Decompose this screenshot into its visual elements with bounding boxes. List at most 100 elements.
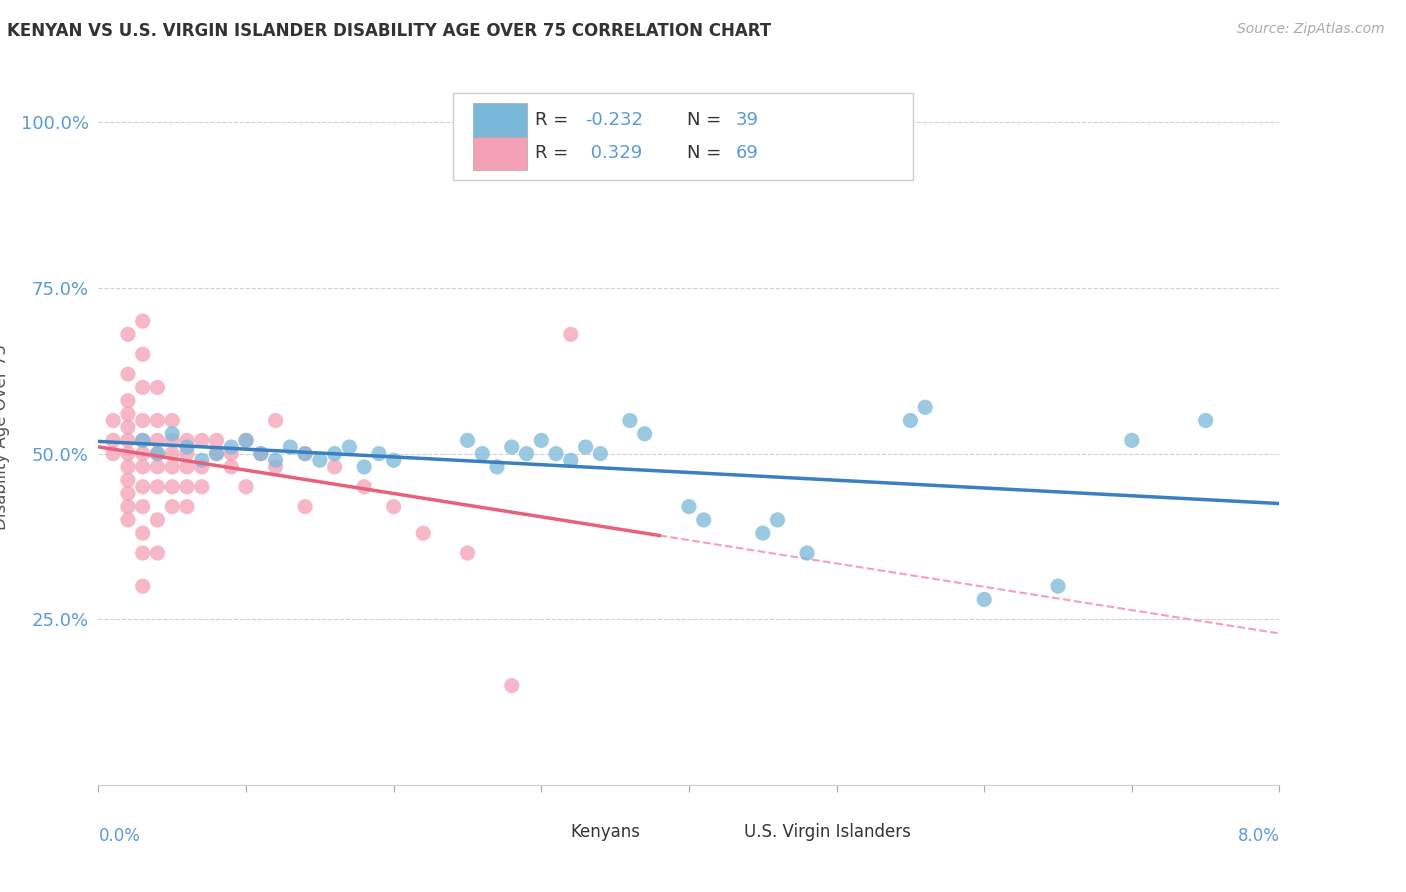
Point (162, 447, 183, 461)
Point (146, 434, 169, 448)
Point (117, 473, 139, 487)
Point (264, 413, 287, 427)
Point (205, 447, 228, 461)
Point (752, 526, 775, 541)
Point (132, 413, 155, 427)
Point (634, 426, 657, 441)
Point (339, 440, 361, 454)
Point (323, 447, 346, 461)
Point (250, 447, 273, 461)
Point (678, 500, 700, 514)
Point (914, 401, 936, 415)
FancyBboxPatch shape (697, 817, 737, 847)
Point (235, 480, 257, 494)
Point (264, 459, 287, 474)
Point (176, 447, 198, 461)
Text: Source: ZipAtlas.com: Source: ZipAtlas.com (1237, 22, 1385, 37)
Point (205, 434, 228, 448)
Point (146, 447, 169, 461)
Point (103, 447, 125, 461)
Point (973, 592, 995, 607)
Point (146, 447, 169, 461)
Point (176, 500, 198, 514)
Point (501, 440, 523, 454)
Point (191, 434, 214, 448)
Point (117, 500, 139, 514)
Point (546, 447, 568, 461)
Point (162, 500, 183, 514)
Text: R =: R = (536, 145, 575, 162)
Point (382, 453, 405, 467)
Point (132, 480, 155, 494)
Text: N =: N = (686, 145, 727, 162)
Point (235, 434, 257, 448)
Point (162, 480, 183, 494)
Point (162, 413, 183, 427)
Point (294, 447, 316, 461)
Point (117, 393, 139, 408)
Point (176, 440, 198, 454)
Text: 39: 39 (737, 111, 759, 128)
Point (146, 513, 169, 527)
Point (132, 579, 155, 593)
Point (1121, 434, 1143, 448)
Point (191, 453, 214, 467)
Text: 0.329: 0.329 (585, 145, 643, 162)
Point (162, 459, 183, 474)
FancyBboxPatch shape (453, 93, 914, 179)
Point (132, 434, 155, 448)
Point (162, 426, 183, 441)
Point (117, 367, 139, 381)
Point (250, 447, 273, 461)
Point (162, 434, 183, 448)
Point (486, 459, 509, 474)
Point (117, 420, 139, 434)
Point (235, 434, 257, 448)
Point (132, 500, 155, 514)
Point (132, 459, 155, 474)
Point (294, 500, 316, 514)
Point (103, 434, 125, 448)
Point (146, 546, 169, 560)
Point (589, 447, 612, 461)
Point (117, 434, 139, 448)
Point (1195, 413, 1218, 427)
Text: 69: 69 (737, 145, 759, 162)
Point (900, 413, 922, 427)
Point (1046, 579, 1070, 593)
FancyBboxPatch shape (472, 136, 527, 169)
Point (132, 380, 155, 394)
Point (117, 407, 139, 421)
Point (176, 459, 198, 474)
Point (117, 447, 139, 461)
Point (309, 453, 332, 467)
FancyBboxPatch shape (472, 103, 527, 136)
Point (280, 440, 302, 454)
Point (457, 434, 479, 448)
Text: 0.0%: 0.0% (98, 827, 141, 845)
Point (221, 447, 243, 461)
Point (560, 453, 582, 467)
Point (530, 434, 553, 448)
Point (191, 459, 214, 474)
Point (353, 480, 375, 494)
Point (457, 546, 479, 560)
Point (103, 413, 125, 427)
Text: KENYAN VS U.S. VIRGIN ISLANDER DISABILITY AGE OVER 75 CORRELATION CHART: KENYAN VS U.S. VIRGIN ISLANDER DISABILIT… (7, 22, 770, 40)
Point (176, 434, 198, 448)
Point (221, 459, 243, 474)
Point (323, 459, 346, 474)
Text: Kenyans: Kenyans (571, 823, 641, 841)
Point (560, 327, 582, 342)
Point (117, 513, 139, 527)
Text: N =: N = (686, 111, 727, 128)
Text: 8.0%: 8.0% (1237, 827, 1279, 845)
Point (176, 480, 198, 494)
Point (264, 453, 287, 467)
Point (191, 480, 214, 494)
Point (117, 486, 139, 500)
FancyBboxPatch shape (526, 817, 567, 847)
Text: R =: R = (536, 111, 575, 128)
Point (382, 500, 405, 514)
Point (146, 413, 169, 427)
